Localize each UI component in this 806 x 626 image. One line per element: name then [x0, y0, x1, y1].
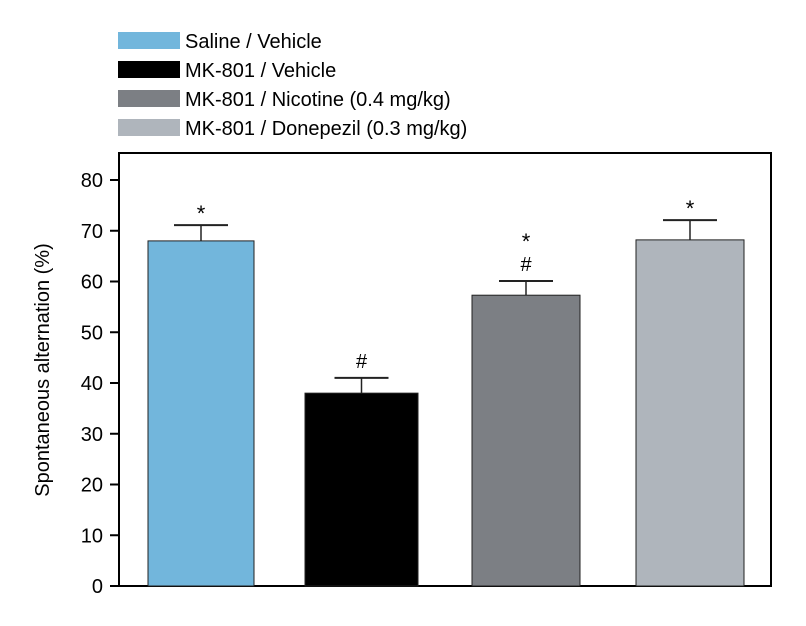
legend-swatch	[118, 90, 180, 107]
significance-hash: #	[520, 254, 532, 276]
legend-label: MK-801 / Vehicle	[185, 60, 336, 82]
y-tick-label: 50	[81, 322, 103, 344]
y-tick-label: 40	[81, 373, 103, 395]
y-tick-label: 30	[81, 424, 103, 446]
y-tick-label: 70	[81, 221, 103, 243]
bar	[304, 392, 419, 587]
y-tick-label: 0	[92, 576, 103, 598]
legend-swatch	[118, 61, 180, 78]
y-axis: 0 10 20 30 40 50 60 70 80	[81, 170, 119, 598]
significance-asterisk: *	[686, 196, 695, 221]
plot-frame	[118, 152, 772, 587]
y-tick-label: 60	[81, 272, 103, 294]
y-axis-label: Spontaneous alternation (%)	[32, 243, 54, 497]
legend-label: MK-801 / Donepezil (0.3 mg/kg)	[185, 118, 467, 140]
legend-label: MK-801 / Nicotine (0.4 mg/kg)	[185, 89, 451, 111]
significance-asterisk: *	[522, 229, 531, 254]
significance-asterisk: *	[197, 201, 206, 226]
bar	[471, 294, 581, 587]
y-tick-label: 20	[81, 475, 103, 497]
bar	[147, 240, 255, 587]
bar	[635, 239, 745, 587]
legend: Saline / Vehicle MK-801 / Vehicle MK-801 /…	[118, 31, 467, 140]
y-tick-label: 10	[81, 525, 103, 547]
significance-hash: #	[356, 351, 368, 373]
legend-swatch	[118, 32, 180, 49]
y-tick-label: 80	[81, 170, 103, 192]
bars: *##**	[147, 196, 745, 587]
legend-label: Saline / Vehicle	[185, 31, 322, 53]
legend-swatch	[118, 119, 180, 136]
